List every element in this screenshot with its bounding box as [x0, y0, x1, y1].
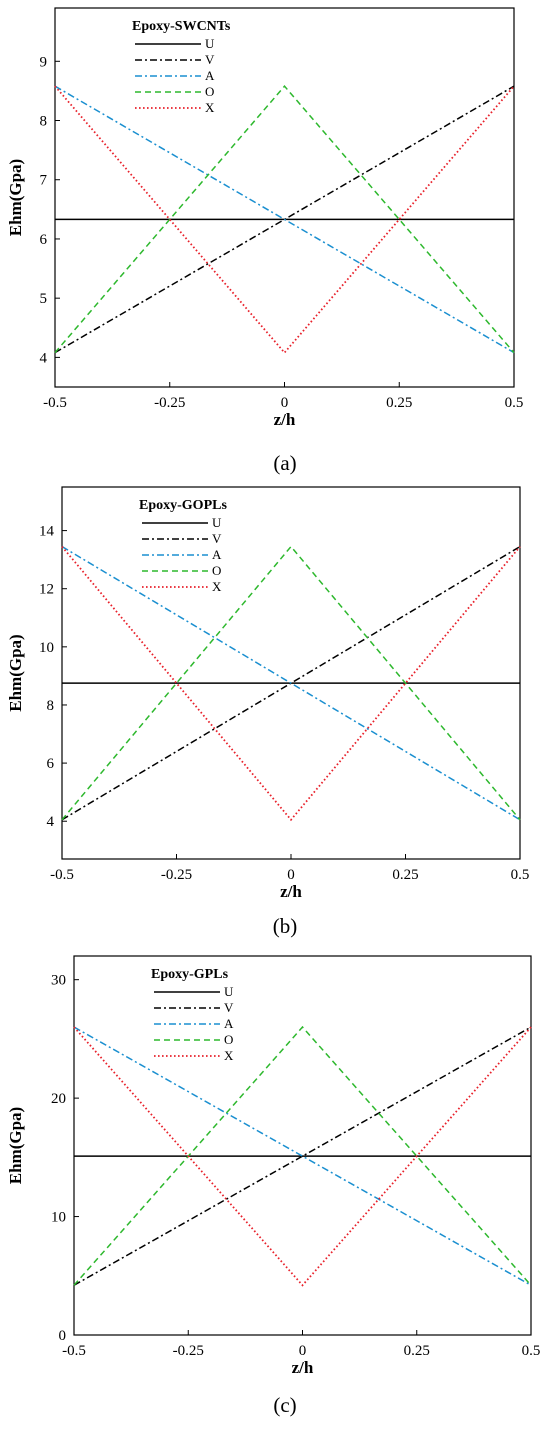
series-line-a [61, 545, 521, 821]
legend-title: Epoxy-GOPLs [139, 498, 227, 513]
series-line-o [73, 1025, 532, 1286]
plot-frame [61, 486, 521, 860]
y-tick-label: 30 [51, 973, 66, 989]
legend-label-x: X [212, 579, 222, 594]
legend-label-v: V [205, 52, 215, 67]
y-tick-label: 8 [47, 698, 55, 714]
x-tick-label: -0.5 [50, 867, 74, 883]
x-tick-label: -0.5 [43, 395, 67, 411]
legend-label-a: A [212, 547, 222, 562]
legend-label-v: V [212, 531, 222, 546]
series-line-v [73, 1026, 532, 1286]
y-tick-label: 4 [47, 814, 55, 830]
y-tick-label: 6 [47, 756, 55, 772]
y-tick-label: 12 [39, 582, 54, 598]
panel-caption: (b) [273, 914, 298, 938]
y-tick-label: 8 [40, 114, 48, 130]
y-tick-label: 9 [40, 54, 48, 70]
legend-label-u: U [205, 36, 215, 51]
x-tick-label: 0.25 [386, 395, 412, 411]
chart-panel-c: -0.5 -0.25 0 0.25 0.5 0 10 20 30 z/h Ehm(Gpa) Epoxy… [6, 955, 541, 1417]
y-tick-label: 10 [51, 1210, 66, 1226]
x-tick-label: -0.5 [62, 1343, 86, 1359]
y-tick-label: 0 [59, 1328, 67, 1344]
x-tick-label: -0.25 [161, 867, 192, 883]
y-tick-label: 4 [40, 350, 48, 366]
x-axis-label: z/h [280, 882, 302, 901]
series-line-o [54, 85, 515, 354]
chart-panel-a: -0.5 -0.25 0 0.25 0.5 4 5 6 7 8 9 z/h Ehm(Gpa) Epoxy-… [6, 7, 524, 475]
plot-frame [73, 955, 532, 1336]
legend-title: Epoxy-SWCNTs [132, 19, 231, 34]
legend-label-a: A [224, 1016, 234, 1031]
legend-label-x: X [224, 1048, 234, 1063]
x-tick-label: 0.25 [404, 1343, 430, 1359]
y-tick-label: 20 [51, 1091, 66, 1107]
x-axis-label: z/h [274, 410, 296, 429]
x-tick-label: -0.25 [173, 1343, 204, 1359]
panel-caption: (c) [273, 1393, 296, 1417]
x-tick-label: -0.25 [154, 395, 185, 411]
x-tick-label: 0 [299, 1343, 307, 1359]
x-axis-label: z/h [292, 1358, 314, 1377]
chart-panel-b: -0.5 -0.25 0 0.25 0.5 4 6 8 10 12 14 z/h Ehm(Gpa) Epo… [6, 486, 530, 938]
y-tick-label: 6 [40, 232, 48, 248]
y-tick-label: 7 [40, 173, 48, 189]
x-tick-label: 0.5 [511, 867, 530, 883]
legend-label-u: U [212, 515, 222, 530]
legend-label-o: O [205, 84, 214, 99]
series-line-o [61, 545, 521, 821]
series-line-x [73, 1026, 532, 1287]
panel-caption: (a) [273, 451, 296, 475]
legend-label-u: U [224, 984, 234, 999]
y-axis-label: Ehm(Gpa) [6, 634, 25, 711]
y-tick-label: 5 [40, 291, 48, 307]
legend-label-x: X [205, 100, 215, 115]
legend-title: Epoxy-GPLs [151, 967, 229, 982]
plot-frame [54, 7, 515, 388]
legend-label-v: V [224, 1000, 234, 1015]
series-line-x [61, 546, 521, 822]
y-axis-label: Ehm(Gpa) [6, 1107, 25, 1184]
series-line-a [73, 1026, 532, 1286]
x-tick-label: 0.25 [392, 867, 418, 883]
x-tick-label: 0.5 [522, 1343, 541, 1359]
y-tick-label: 14 [39, 524, 55, 540]
x-tick-label: 0 [281, 395, 289, 411]
series-line-x [54, 85, 515, 355]
x-tick-label: 0 [287, 867, 295, 883]
y-tick-label: 10 [39, 640, 54, 656]
legend-label-a: A [205, 68, 215, 83]
y-axis-label: Ehm(Gpa) [6, 159, 25, 236]
legend-label-o: O [224, 1032, 233, 1047]
legend-label-o: O [212, 563, 221, 578]
series-line-a [54, 85, 515, 354]
x-tick-label: 0.5 [505, 395, 524, 411]
